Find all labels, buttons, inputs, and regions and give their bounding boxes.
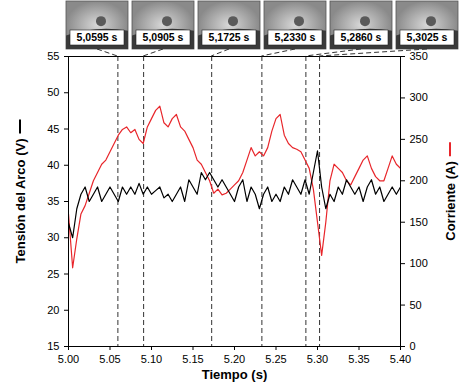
svg-text:50: 50	[47, 86, 59, 98]
svg-text:200: 200	[410, 174, 428, 186]
svg-text:5.20: 5.20	[224, 353, 245, 365]
svg-text:5,1725 s: 5,1725 s	[209, 31, 250, 43]
svg-text:5.35: 5.35	[348, 353, 369, 365]
svg-text:5.15: 5.15	[182, 353, 203, 365]
svg-text:25: 25	[47, 268, 59, 280]
svg-text:45: 45	[47, 123, 59, 135]
svg-text:5,2860 s: 5,2860 s	[341, 31, 382, 43]
svg-text:55: 55	[47, 50, 59, 62]
svg-text:40: 40	[47, 159, 59, 171]
svg-text:150: 150	[410, 216, 428, 228]
svg-text:5.40: 5.40	[390, 353, 411, 365]
svg-text:0: 0	[410, 340, 416, 352]
svg-text:5,0905 s: 5,0905 s	[143, 31, 184, 43]
svg-text:5.30: 5.30	[307, 353, 328, 365]
svg-text:5.25: 5.25	[265, 353, 286, 365]
svg-text:Corriente (A): Corriente (A)	[443, 161, 458, 240]
svg-text:300: 300	[410, 91, 428, 103]
svg-text:5,3025 s: 5,3025 s	[407, 31, 448, 43]
svg-text:50: 50	[410, 299, 422, 311]
svg-text:5.00: 5.00	[58, 353, 79, 365]
svg-text:20: 20	[47, 304, 59, 316]
svg-text:100: 100	[410, 257, 428, 269]
svg-text:5.05: 5.05	[99, 353, 120, 365]
svg-text:30: 30	[47, 231, 59, 243]
svg-text:5,2330 s: 5,2330 s	[275, 31, 316, 43]
svg-text:Tiempo (s): Tiempo (s)	[202, 367, 268, 382]
svg-text:350: 350	[410, 50, 428, 62]
svg-text:15: 15	[47, 340, 59, 352]
svg-text:Tensión del Arco (V): Tensión del Arco (V)	[13, 139, 28, 264]
svg-text:250: 250	[410, 133, 428, 145]
svg-text:35: 35	[47, 195, 59, 207]
svg-text:5.10: 5.10	[141, 353, 162, 365]
svg-text:5,0595 s: 5,0595 s	[77, 31, 118, 43]
